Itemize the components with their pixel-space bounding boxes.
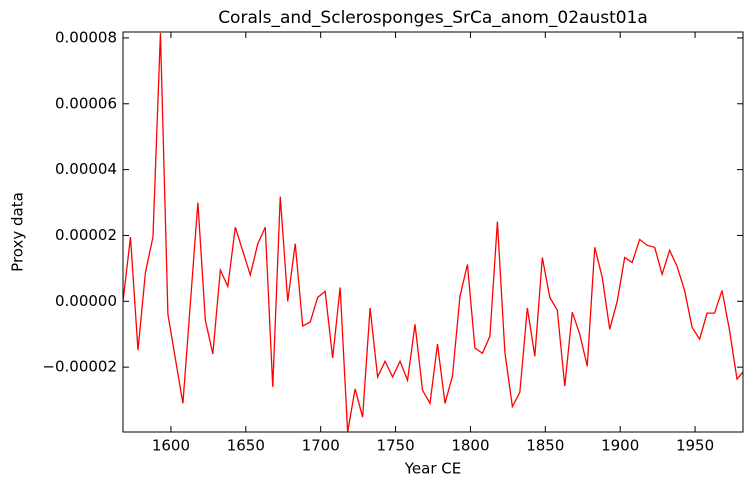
- plot-frame: [122, 31, 744, 433]
- x-tick-label: 1900: [601, 437, 639, 455]
- chart-title: Corals_and_Sclerosponges_SrCa_anom_02aus…: [218, 8, 648, 28]
- x-axis-label: Year CE: [404, 460, 461, 478]
- y-tick-label: 0.00000: [55, 292, 117, 310]
- y-tick-label: 0.00006: [55, 94, 117, 112]
- x-tick-label: 1650: [227, 437, 265, 455]
- y-tick-label: 0.00002: [55, 226, 117, 244]
- y-tick-label: −0.00002: [42, 358, 117, 376]
- x-tick-label: 1750: [376, 437, 414, 455]
- x-tick-label: 1600: [152, 437, 190, 455]
- y-axis-label: Proxy data: [9, 192, 27, 272]
- data-line: [123, 32, 743, 433]
- y-tick-label: 0.00004: [55, 160, 117, 178]
- x-tick-label: 1950: [676, 437, 714, 455]
- y-tick-label: 0.00008: [55, 28, 117, 46]
- x-tick-label: 1700: [302, 437, 340, 455]
- x-tick-label: 1850: [526, 437, 564, 455]
- x-tick-label: 1800: [451, 437, 489, 455]
